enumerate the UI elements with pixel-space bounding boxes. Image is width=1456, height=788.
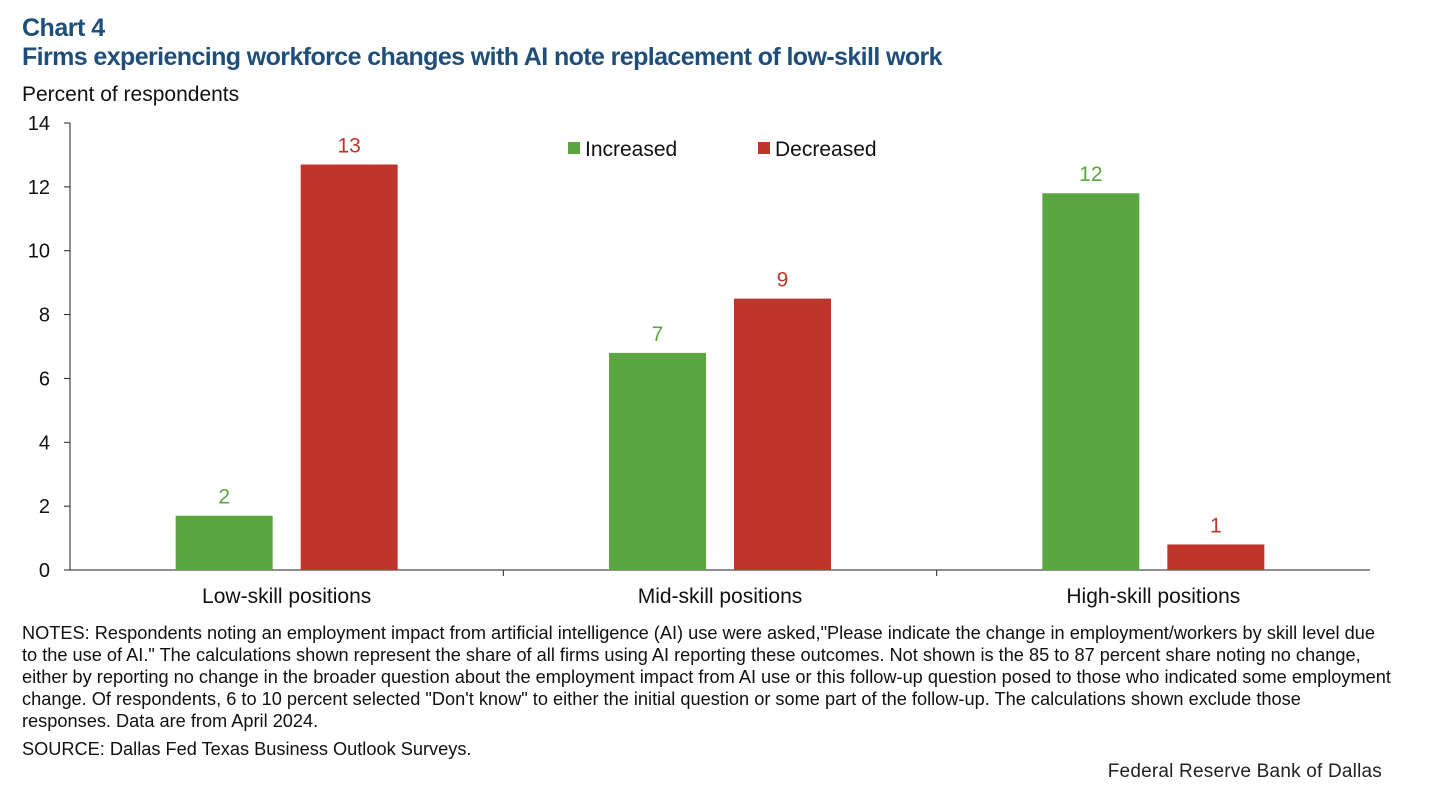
bar-decreased-2 [1167,544,1265,570]
chart-number: Chart 4 [22,14,105,42]
y-tick-label: 0 [39,560,50,582]
bar-increased-0 [175,515,273,570]
credit-text: Federal Reserve Bank of Dallas [1107,761,1382,782]
y-tick-label: 14 [28,113,50,135]
legend-label-decreased: Decreased [775,138,877,161]
data-label-increased-2: 12 [1079,163,1102,186]
x-category-label: High-skill positions [1066,585,1240,608]
y-tick-label: 10 [28,241,50,263]
legend-swatch-decreased [758,142,770,154]
y-tick-label: 4 [39,432,50,454]
data-label-decreased-0: 13 [337,135,360,158]
data-label-increased-0: 2 [218,486,230,509]
source-text: SOURCE: Dallas Fed Texas Business Outloo… [22,739,472,759]
legend-label-increased: Increased [585,138,677,161]
y-tick-label: 12 [28,177,50,199]
data-labels: 2 13 7 9 12 1 [218,135,1221,538]
chart-title: Firms experiencing workforce changes wit… [22,43,943,71]
legend-swatch-increased [568,142,580,154]
bars [175,164,1265,570]
bar-increased-1 [609,352,706,570]
x-category-label: Low-skill positions [202,585,371,608]
y-tick-label: 2 [39,496,50,518]
y-tick-label: 6 [39,368,50,390]
notes-text: NOTES: Respondents noting an employment … [22,623,1391,731]
data-label-increased-1: 7 [652,323,664,346]
bar-decreased-0 [300,164,398,570]
legend: Increased Decreased [568,138,877,161]
bar-increased-2 [1042,193,1140,570]
y-tick-label: 8 [39,305,50,327]
data-label-decreased-1: 9 [777,269,789,292]
y-axis-label: Percent of respondents [22,83,240,106]
data-label-decreased-2: 1 [1210,514,1222,537]
bar-decreased-1 [734,298,831,570]
x-category-label: Mid-skill positions [638,585,803,608]
